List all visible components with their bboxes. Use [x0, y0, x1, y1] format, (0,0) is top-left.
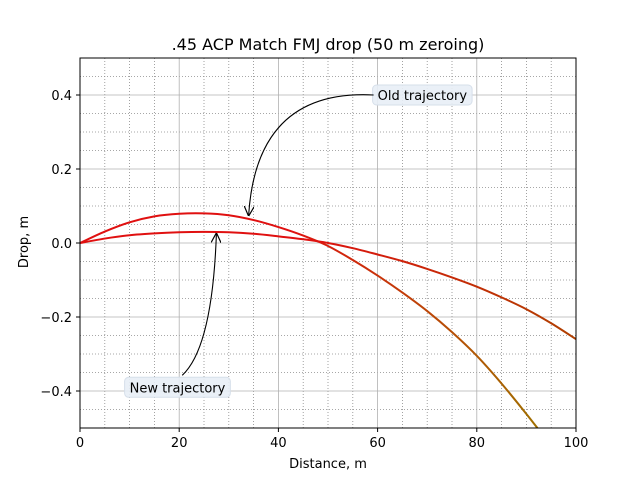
x-tick-label: 100	[564, 436, 589, 451]
x-axis-ticks: 0 20 40 60 80 100	[76, 428, 589, 451]
y-tick-label: −0.2	[40, 311, 72, 326]
annotation: Old trajectory	[249, 84, 473, 216]
annotation-label: Old trajectory	[378, 89, 468, 104]
x-axis-label: Distance, m	[289, 457, 367, 472]
chart-title: .45 ACP Match FMJ drop (50 m zeroing)	[172, 35, 485, 54]
annotation: New trajectory	[124, 234, 231, 398]
annotation-label: New trajectory	[130, 381, 226, 396]
annotation-layer: Old trajectory New trajectory	[124, 84, 473, 398]
x-tick-label: 80	[469, 436, 486, 451]
x-tick-label: 40	[270, 436, 287, 451]
series-layer	[80, 212, 576, 428]
x-tick-label: 20	[171, 436, 188, 451]
y-axis-label: Drop, m	[17, 216, 32, 268]
y-axis-ticks: −0.4 −0.2 0.0 0.2 0.4	[40, 89, 80, 400]
x-tick-label: 0	[76, 436, 84, 451]
y-tick-label: −0.4	[40, 385, 72, 400]
annotation-box	[124, 376, 231, 398]
x-tick-label: 60	[369, 436, 386, 451]
y-tick-label: 0.0	[51, 237, 72, 252]
y-tick-label: 0.4	[51, 89, 72, 104]
annotation-arrow	[249, 94, 374, 216]
annotation-arrow	[181, 234, 216, 376]
y-tick-label: 0.2	[51, 163, 72, 178]
series-line-2	[80, 230, 576, 341]
